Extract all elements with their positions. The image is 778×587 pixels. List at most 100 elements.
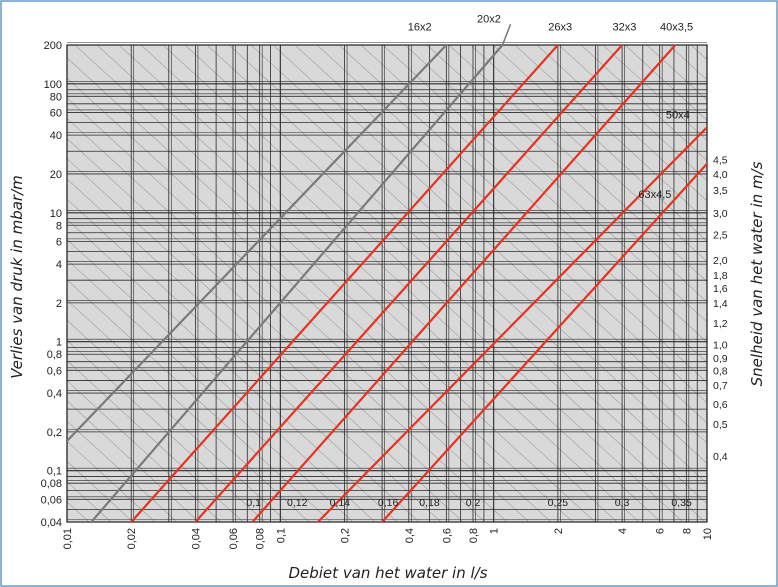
- velocity-label-bottom-7: 0,3: [615, 497, 630, 509]
- plot-background: [67, 45, 707, 522]
- y-tick-label-10: 4: [56, 259, 62, 271]
- x-tick-label-10: 1: [489, 528, 501, 534]
- series-label-5: 50x4: [666, 109, 690, 121]
- y-tick-label-5: 0,4: [47, 388, 62, 400]
- velocity-guide-line: [360, 45, 707, 363]
- velocity-guide-line: [250, 45, 707, 464]
- velocity-label-bottom-5: 0,2: [466, 497, 481, 509]
- velocity-guide-line: [67, 198, 420, 522]
- velocity-guide-line: [162, 45, 684, 522]
- x-tick-label-6: 0,2: [340, 528, 352, 543]
- velocity-label-right-14: 0,6: [713, 399, 728, 411]
- velocity-label-right-2: 3,5: [713, 185, 728, 197]
- velocity-guide-line: [67, 77, 552, 522]
- velocity-guide-line: [67, 57, 574, 522]
- velocity-guide-line: [184, 45, 706, 522]
- velocity-guide-line: [558, 45, 707, 182]
- y-tick-label-14: 20: [50, 169, 62, 181]
- series-line-2: [130, 45, 559, 522]
- series-label-2: 26x3: [548, 21, 572, 33]
- velocity-label-right-9: 1,2: [713, 318, 728, 330]
- velocity-guide-line: [67, 400, 200, 522]
- x-tick-label-3: 0,06: [228, 528, 240, 549]
- velocity-guide-line: [67, 138, 486, 522]
- series-label-4: 40x3,5: [660, 21, 693, 33]
- velocity-label-right-13: 0,7: [713, 380, 728, 392]
- x-tick-label-11: 2: [553, 528, 565, 534]
- velocity-label-right-5: 2,0: [713, 255, 728, 267]
- y-tick-label-9: 2: [56, 298, 62, 310]
- velocity-guide-line: [294, 45, 707, 424]
- velocity-label-right-12: 0,8: [713, 365, 728, 377]
- grid: [66, 42, 708, 523]
- velocity-guide-line: [536, 45, 707, 202]
- series-label-0: 16x2: [408, 21, 432, 33]
- velocity-guide-line: [67, 440, 156, 522]
- velocity-guide-line: [67, 158, 464, 522]
- velocity-guide-line: [67, 218, 398, 522]
- series-leader-20x2: [501, 23, 512, 46]
- velocity-label-bottom-0: 0,1: [246, 497, 261, 509]
- velocity-label-bottom-2: 0,14: [330, 497, 351, 509]
- velocity-guide-line: [67, 239, 376, 522]
- plot-area: 16x2 20x2 26x3 32x3 40x3,5 50x4 63x4,5 0,04 0,06…: [41, 13, 728, 549]
- x-tick-label-2: 0,04: [190, 528, 202, 549]
- velocity-guide-line: [96, 45, 618, 522]
- y-tick-label-19: 200: [44, 40, 62, 52]
- y-tick-label-4: 0,2: [47, 427, 62, 439]
- velocity-guide-line: [602, 45, 707, 141]
- velocity-guide-line: [140, 45, 662, 522]
- velocity-guide-line: [67, 380, 222, 522]
- velocity-label-bottom-3: 0,16: [378, 497, 399, 509]
- series-label-1: 20x2: [477, 13, 501, 25]
- y-tick-label-15: 40: [50, 130, 62, 142]
- x-tick-label-1: 0,02: [126, 528, 138, 549]
- velocity-guide-line: [492, 45, 707, 242]
- velocity-guide-line: [580, 45, 707, 161]
- velocity-guide-line: [67, 299, 310, 522]
- velocity-guide-line: [67, 420, 178, 522]
- y-tick-label-12: 8: [56, 220, 62, 232]
- series-line-1: [90, 45, 504, 522]
- velocity-guide-line: [67, 279, 332, 522]
- y-tick-label-18: 100: [44, 79, 62, 91]
- series-line-3: [194, 45, 624, 522]
- x-tick-label-9: 0,8: [468, 528, 480, 543]
- velocity-label-bottom-8: 0,35: [671, 497, 692, 509]
- y-tick-label-3: 0,1: [47, 466, 62, 478]
- x-axis-title: Debiet van het water in l/s: [288, 564, 487, 582]
- x-tick-label-7: 0,4: [404, 528, 416, 543]
- velocity-guide-line: [67, 178, 442, 522]
- velocity-label-right-15: 0,5: [713, 419, 728, 431]
- x-tick-label-12: 4: [617, 528, 629, 534]
- velocity-guide-line: [67, 360, 244, 522]
- y-tick-label-1: 0,06: [41, 494, 62, 506]
- x-tick-label-8: 0,6: [441, 528, 453, 543]
- velocity-guide-line: [67, 319, 288, 522]
- y-tick-label-16: 60: [50, 107, 62, 119]
- velocity-label-right-1: 4,0: [713, 169, 728, 181]
- y-tick-label-2: 0,08: [41, 478, 62, 490]
- velocity-label-right-16: 0,4: [713, 451, 728, 463]
- velocity-guide-line: [404, 45, 707, 323]
- velocity-label-right-8: 1,4: [713, 298, 728, 310]
- series: [67, 45, 707, 522]
- series-line-0: [67, 45, 448, 443]
- velocity-guide-line: [206, 45, 707, 505]
- series-label-6: 63x4,5: [638, 189, 671, 201]
- x-tick-label-13: 6: [655, 528, 667, 534]
- velocity-guide-line: [67, 339, 266, 522]
- velocity-guide-line: [426, 45, 707, 303]
- velocity-guide-line: [67, 97, 530, 522]
- velocity-label-right-0: 4,5: [713, 154, 728, 166]
- y-axis-title: Verlies van druk in mbar/m: [8, 175, 26, 379]
- velocity-label-right-11: 0,9: [713, 353, 728, 365]
- series-line-6: [381, 162, 707, 522]
- velocity-label-bottom-6: 0,25: [548, 497, 569, 509]
- x-tick-label-0: 0,01: [62, 528, 74, 549]
- y-tick-label-6: 0,6: [47, 365, 62, 377]
- velocity-label-right-7: 1,6: [713, 283, 728, 295]
- velocity-label-right-10: 1,0: [713, 340, 728, 352]
- plot-border: [66, 44, 708, 523]
